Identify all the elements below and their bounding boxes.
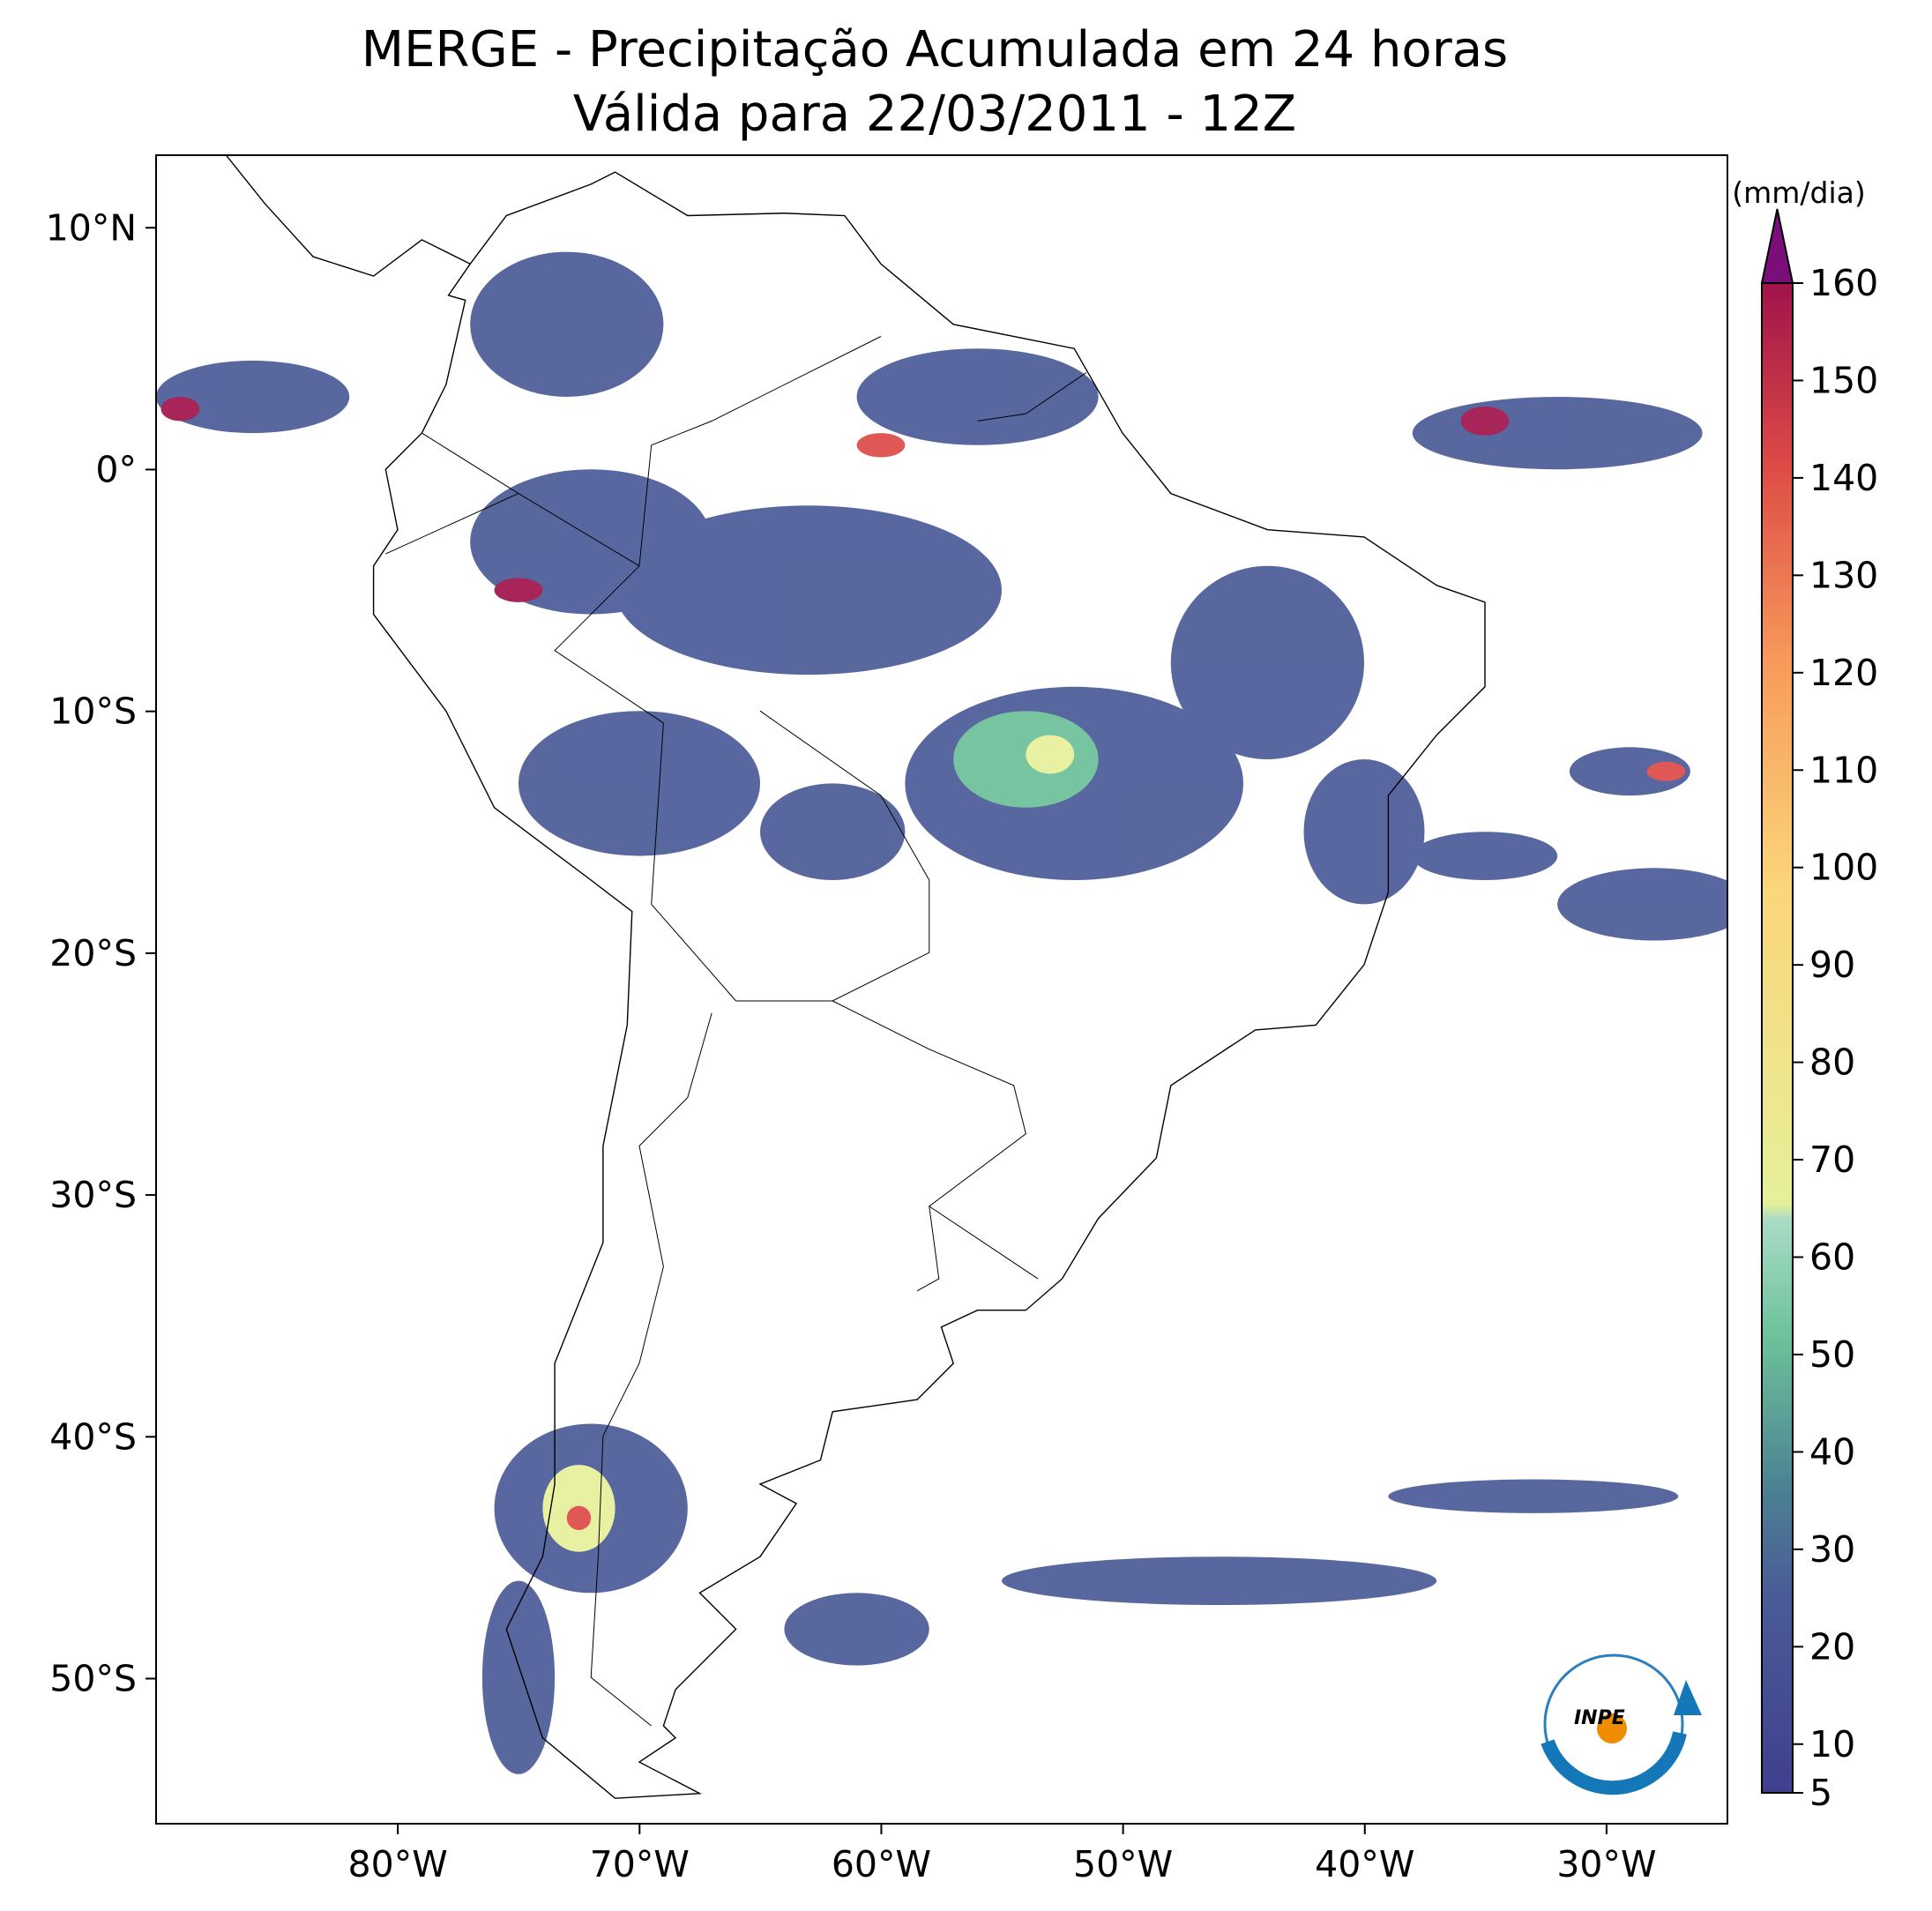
colorbar bbox=[1761, 282, 1794, 1794]
y-tick-label: 20°S bbox=[49, 932, 137, 974]
coastline bbox=[217, 143, 1486, 1798]
colorbar-tick-label: 150 bbox=[1809, 359, 1878, 401]
colorbar-tick-label: 120 bbox=[1809, 652, 1878, 694]
x-tick-label: 70°W bbox=[590, 1843, 690, 1885]
colorbar-label: (mm/dia) bbox=[1732, 175, 1866, 210]
colorbar-tick-label: 5 bbox=[1809, 1772, 1832, 1814]
logo: INPE bbox=[1540, 1653, 1702, 1795]
logo-text: INPE bbox=[1574, 1707, 1625, 1729]
y-tick-label: 10°S bbox=[49, 690, 137, 733]
title: MERGE - Precipitação Acumulada em 24 hor… bbox=[362, 21, 1508, 78]
colorbar-tick-label: 130 bbox=[1809, 554, 1878, 596]
x-tick-label: 80°W bbox=[348, 1843, 448, 1885]
colorbar-tick-label: 20 bbox=[1809, 1625, 1855, 1668]
map bbox=[156, 143, 1727, 1798]
colorbar-tick-label: 140 bbox=[1809, 457, 1878, 499]
colorbar-tick-label: 100 bbox=[1809, 847, 1878, 889]
y-tick-label: 30°S bbox=[49, 1174, 137, 1216]
colorbar-tick-label: 70 bbox=[1809, 1138, 1855, 1181]
colorbar-tick-label: 160 bbox=[1809, 262, 1878, 304]
y-tick-label: 50°S bbox=[49, 1657, 137, 1699]
colorbar-extend bbox=[1760, 208, 1794, 284]
borders bbox=[385, 337, 1086, 1727]
x-tick-label: 40°W bbox=[1315, 1843, 1414, 1885]
x-tick-label: 30°W bbox=[1556, 1843, 1656, 1885]
colorbar-tick-label: 30 bbox=[1809, 1528, 1855, 1571]
colorbar-tick-label: 10 bbox=[1809, 1723, 1855, 1765]
y-tick-label: 10°N bbox=[46, 206, 137, 249]
colorbar-tick-label: 110 bbox=[1809, 749, 1878, 791]
x-tick-label: 50°W bbox=[1073, 1843, 1173, 1885]
subtitle: Válida para 22/03/2011 - 12Z bbox=[573, 86, 1296, 143]
colorbar-tick-label: 90 bbox=[1809, 944, 1855, 986]
colorbar-tick-label: 50 bbox=[1809, 1333, 1855, 1376]
x-tick-label: 60°W bbox=[832, 1843, 931, 1885]
precipitation bbox=[156, 251, 1727, 1774]
map-content bbox=[156, 143, 1727, 1798]
y-tick-label: 0° bbox=[95, 448, 137, 490]
y-tick-label: 40°S bbox=[49, 1415, 137, 1458]
map-frame bbox=[155, 154, 1728, 1825]
colorbar-tick-label: 60 bbox=[1809, 1236, 1855, 1279]
colorbar-tick-label: 80 bbox=[1809, 1041, 1855, 1084]
colorbar-tick-label: 40 bbox=[1809, 1430, 1855, 1473]
